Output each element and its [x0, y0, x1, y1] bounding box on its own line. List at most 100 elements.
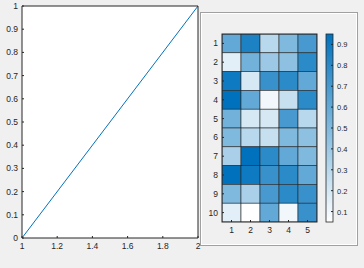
cell: [222, 90, 241, 109]
frame-top: [22, 6, 198, 7]
cell: [241, 184, 260, 203]
cell: [222, 72, 241, 91]
cell: [241, 90, 260, 109]
cell: [222, 109, 241, 128]
y-tick: [22, 75, 24, 76]
cell: [241, 109, 260, 128]
y-tick: [22, 238, 24, 239]
x-tick-label: 1.4: [86, 241, 98, 251]
cell: [241, 147, 260, 166]
cell: [241, 166, 260, 185]
y-tick: [222, 212, 224, 213]
cell: [222, 34, 241, 53]
x-tick: [288, 220, 289, 222]
y-tick: [22, 214, 24, 215]
x-tick-label: 3: [267, 225, 272, 235]
cell: [241, 72, 260, 91]
colorbar-tick-label: 0.1: [337, 208, 347, 217]
cell: [260, 34, 279, 53]
y-tick: [22, 98, 24, 99]
cell: [279, 147, 298, 166]
y-tick: [22, 52, 24, 53]
cell: [222, 147, 241, 166]
cell: [298, 90, 317, 109]
colorbar-tick-label: 0.9: [337, 40, 347, 49]
x-tick-label: 1: [20, 241, 25, 251]
colorbar-tick-label: 0.4: [337, 145, 347, 154]
colorbar-tick: [331, 65, 333, 66]
cell: [279, 128, 298, 147]
y-tick: [222, 99, 224, 100]
y-tick: [222, 43, 224, 44]
y-tick: [222, 175, 224, 176]
colorbar-tick-label: 0.3: [337, 166, 347, 175]
y-tick-label: 0.2: [6, 187, 18, 197]
frame-right: [198, 6, 199, 238]
x-tick-label: 4: [286, 225, 291, 235]
y-tick-label: 0.9: [6, 24, 18, 34]
cell: [279, 53, 298, 72]
cell: [298, 34, 317, 53]
cell: [260, 147, 279, 166]
y-tick: [222, 137, 224, 138]
y-tick-label: 7: [213, 151, 218, 161]
cell: [260, 90, 279, 109]
y-tick-label: 0.6: [6, 94, 18, 104]
y-tick-label: 0: [13, 233, 18, 243]
frame: [222, 34, 317, 222]
y-tick-label: 0.1: [6, 210, 18, 220]
colorbar-tick: [331, 128, 333, 129]
colorbar-tick: [331, 107, 333, 108]
panel: [201, 13, 358, 246]
cell: [298, 53, 317, 72]
y-tick-label: 9: [213, 189, 218, 199]
cell: [298, 128, 317, 147]
cell: [260, 109, 279, 128]
colorbar-tick-label: 0.7: [337, 82, 347, 91]
x-tick-label: 1: [229, 225, 234, 235]
y-tick: [22, 29, 24, 30]
x-axis: [22, 238, 198, 239]
cell: [298, 203, 317, 222]
cell: [241, 128, 260, 147]
plot-area: [22, 6, 198, 238]
y-tick: [22, 122, 24, 123]
colorbar-tick: [331, 169, 333, 170]
cells-group: [222, 34, 317, 222]
colorbar-tick: [331, 211, 333, 212]
cell: [298, 109, 317, 128]
y-tick-label: 1: [213, 38, 218, 48]
y-tick-label: 0.5: [6, 117, 18, 127]
x-tick: [162, 236, 163, 238]
cell: [279, 72, 298, 91]
cell: [279, 203, 298, 222]
colorbar-tick: [331, 86, 333, 87]
y-tick: [222, 156, 224, 157]
y-tick-label: 0.4: [6, 140, 18, 150]
y-tick-label: 10: [209, 208, 219, 218]
x-tick: [231, 220, 232, 222]
line: [22, 6, 198, 238]
y-tick: [22, 191, 24, 192]
x-tick: [269, 220, 270, 222]
cell: [222, 203, 241, 222]
x-tick-label: 5: [305, 225, 310, 235]
cell: [222, 184, 241, 203]
y-tick-label: 2: [213, 57, 218, 67]
y-tick-label: 1: [13, 1, 18, 11]
y-tick-label: 3: [213, 76, 218, 86]
cell: [298, 72, 317, 91]
cell: [279, 34, 298, 53]
cell: [298, 147, 317, 166]
panel-highlight: [202, 14, 357, 245]
x-tick: [92, 236, 93, 238]
cell: [222, 53, 241, 72]
x-tick-label: 1.6: [122, 241, 134, 251]
cell: [298, 184, 317, 203]
x-tick-label: 2: [248, 225, 253, 235]
cell: [260, 128, 279, 147]
x-tick: [198, 236, 199, 238]
cell: [260, 184, 279, 203]
cell: [222, 128, 241, 147]
y-tick: [222, 81, 224, 82]
